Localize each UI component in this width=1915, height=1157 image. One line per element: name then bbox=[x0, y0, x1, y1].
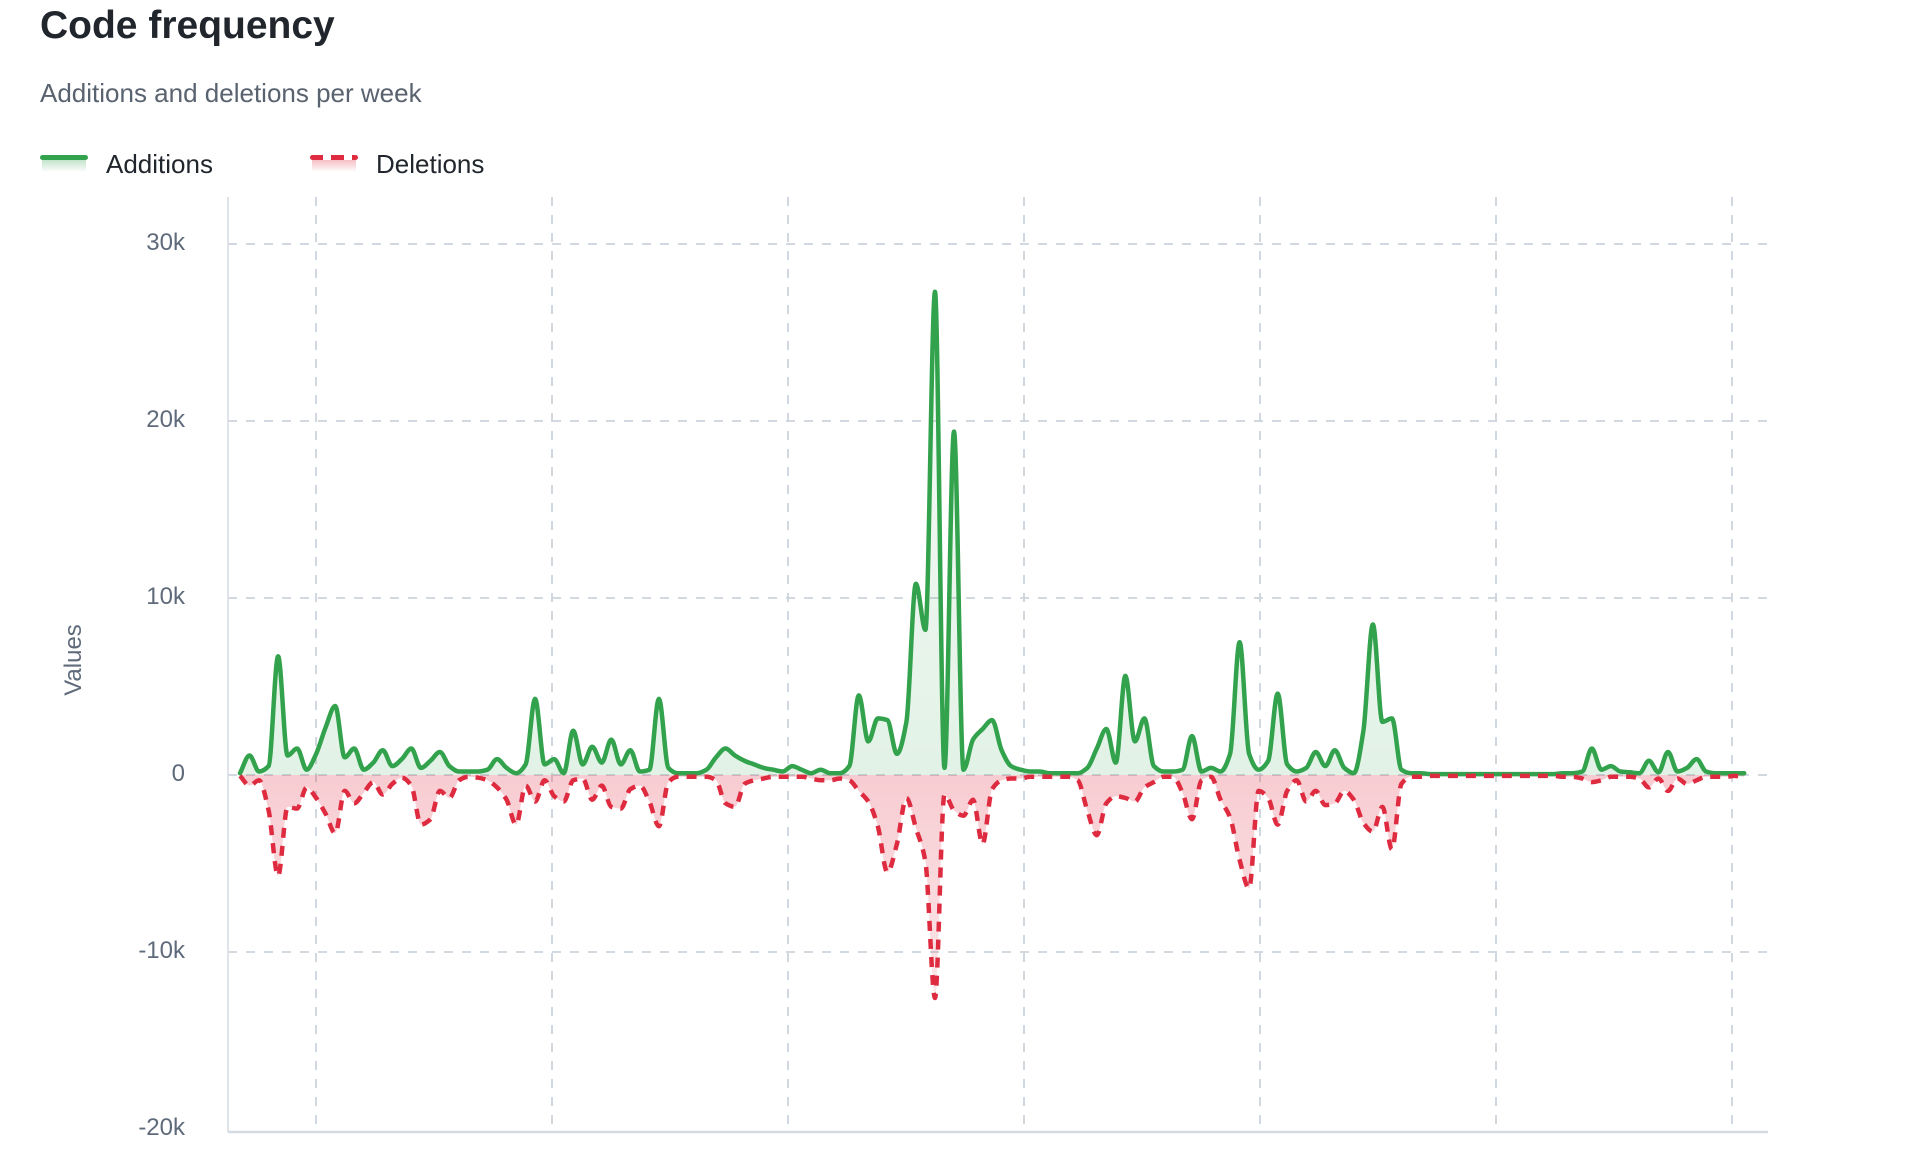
additions-line-swatch-icon bbox=[40, 155, 88, 173]
page-title: Code frequency bbox=[40, 4, 335, 47]
page-subtitle: Additions and deletions per week bbox=[40, 78, 422, 108]
additions-line bbox=[237, 289, 1747, 777]
deletions-line bbox=[238, 773, 1745, 1001]
horizontal-gridlines bbox=[228, 243, 1768, 953]
y-tick-label: -20k bbox=[138, 1114, 185, 1141]
legend-label-deletions: Deletions bbox=[376, 149, 485, 179]
y-tick-label: 10k bbox=[146, 583, 185, 610]
y-tick-label: -10k bbox=[138, 937, 185, 964]
vertical-gridlines bbox=[315, 197, 1733, 1132]
legend: Additions Deletions bbox=[0, 149, 1915, 183]
legend-label-additions: Additions bbox=[106, 149, 213, 179]
y-tick-label: 20k bbox=[146, 406, 185, 433]
legend-item-deletions[interactable]: Deletions bbox=[310, 149, 485, 179]
y-tick-label: 30k bbox=[146, 229, 185, 256]
legend-item-additions[interactable]: Additions bbox=[40, 149, 213, 179]
y-tick-label: 0 bbox=[171, 760, 185, 787]
additions-area bbox=[240, 291, 1745, 775]
deletions-line-swatch-icon bbox=[310, 155, 358, 173]
deletions-area bbox=[240, 775, 1745, 998]
